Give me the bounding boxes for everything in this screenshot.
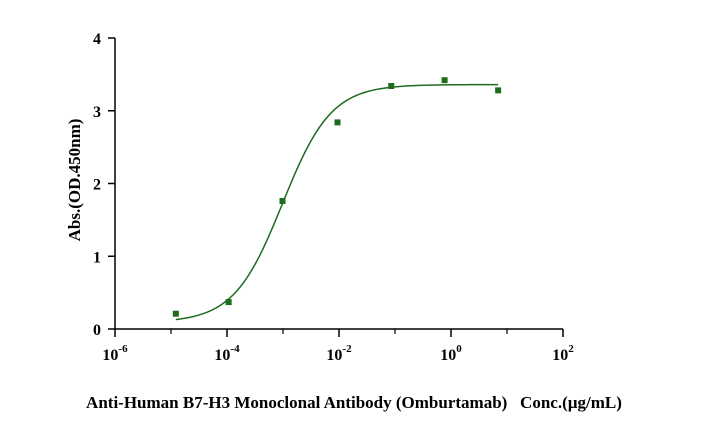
x-tick-exponent: -4 (230, 343, 240, 355)
x-tick-base: 10 (552, 347, 568, 364)
data-point (172, 310, 179, 317)
x-tick-label: 10-6 (102, 343, 128, 364)
x-tick-label: 10-2 (326, 343, 352, 364)
data-point (279, 197, 286, 204)
y-tick-label: 3 (93, 104, 101, 121)
x-axis-title: Anti-Human B7-H3 Monoclonal Antibody (Om… (86, 393, 622, 412)
y-tick-label: 1 (93, 249, 101, 266)
data-point (334, 119, 341, 126)
x-tick-label: 100 (440, 343, 462, 364)
data-point (441, 77, 448, 84)
x-tick-exponent: -6 (118, 343, 128, 355)
x-tick-base: 10 (214, 347, 230, 364)
data-point (388, 83, 395, 90)
x-tick-exponent: 2 (568, 343, 574, 355)
data-point (495, 87, 502, 94)
x-tick-base: 10 (440, 347, 456, 364)
x-tick-label: 10-4 (214, 343, 240, 364)
data-point (225, 299, 232, 306)
y-tick-label: 0 (93, 322, 101, 339)
x-tick-base: 10 (102, 347, 118, 364)
data-points (172, 77, 502, 317)
y-axis: 0 1 2 3 4 (93, 31, 116, 339)
y-axis-title: Abs.(OD.450nm) (65, 119, 84, 242)
fit-curve (175, 83, 499, 321)
x-tick-exponent: -2 (342, 343, 352, 355)
x-axis: 10-6 10-4 10-2 100 102 (102, 328, 574, 364)
y-tick-label: 2 (93, 177, 101, 194)
y-tick-label: 4 (93, 31, 101, 48)
x-tick-base: 10 (326, 347, 342, 364)
x-tick-label: 102 (552, 343, 574, 364)
x-tick-exponent: 0 (456, 343, 462, 355)
